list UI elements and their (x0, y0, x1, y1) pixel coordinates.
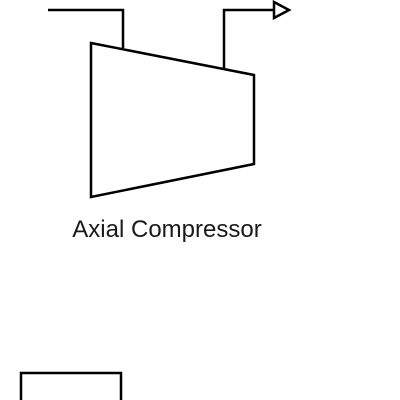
outlet-arrow-icon (272, 0, 292, 21)
outlet-pipe[interactable] (222, 8, 274, 68)
next-component-shape[interactable] (19, 371, 123, 400)
axial-compressor-icon[interactable] (89, 41, 256, 199)
compressor-label: Axial Compressor (72, 216, 262, 243)
inlet-pipe[interactable] (48, 8, 125, 48)
